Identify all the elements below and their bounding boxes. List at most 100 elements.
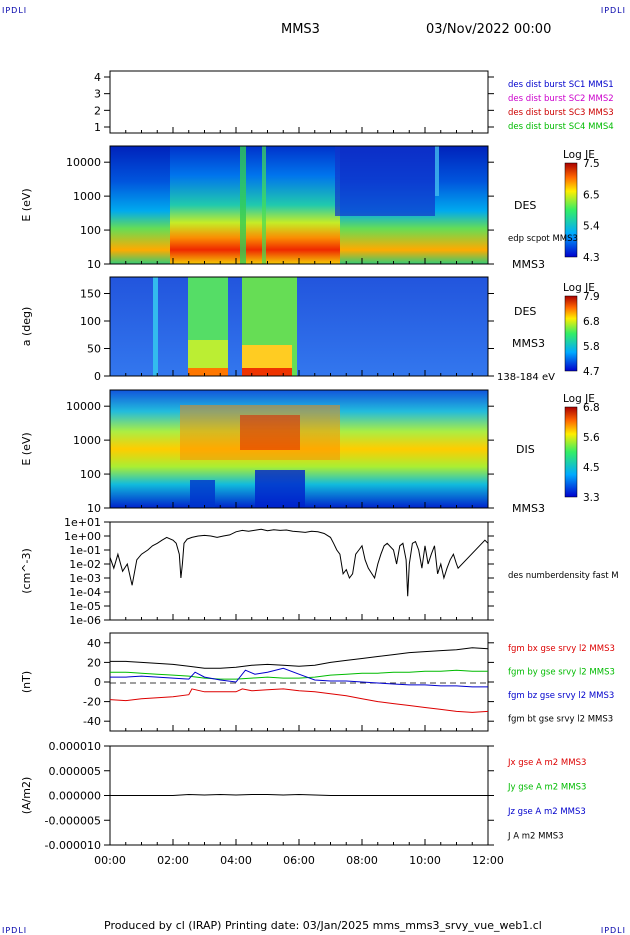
y-tick-label: 100	[80, 315, 101, 328]
colorbar-tick-label: 4.7	[583, 366, 600, 378]
des-energy-spectrogram	[110, 146, 488, 264]
x-tick-label: 10:00	[409, 854, 441, 867]
colorbar-tick-label: 6.5	[583, 189, 600, 201]
series-line	[110, 667, 488, 688]
burst-panel-frame	[109, 70, 489, 134]
y-tick-label: 40	[87, 637, 101, 650]
fgm-legend-entry: fgm bt gse srvy l2 MMS3	[508, 715, 613, 725]
x-tick-label: 08:00	[346, 854, 378, 867]
side-label-des: DES	[514, 199, 536, 212]
scpot-label: edp scpot MMS3	[508, 234, 578, 244]
colorbar-tick-label: 6.8	[583, 316, 600, 328]
y-tick-label: -40	[83, 715, 101, 728]
fgm-panel-frame	[109, 632, 489, 732]
colorbar-des-energy	[564, 162, 578, 258]
colorbar-tick-label: 5.8	[583, 341, 600, 353]
current-legend-entry: Jy gse A m2 MMS3	[507, 783, 586, 793]
des-pitch-spectrogram	[110, 277, 488, 376]
colorbar-dis	[564, 406, 578, 498]
density-panel-frame	[109, 521, 489, 621]
y-tick-label: 1e-01	[69, 544, 101, 557]
side-label-mms3-dis: MMS3	[512, 502, 545, 515]
y-tick-label: 0	[94, 676, 101, 689]
y-tick-label: 1e+01	[64, 516, 101, 529]
colorbar-des-pitch	[564, 295, 578, 372]
density-legend-entry: des numberdensity fast M	[508, 571, 619, 581]
y-axis-label: E (eV)	[20, 432, 33, 465]
y-tick-label: 1000	[73, 434, 101, 447]
y-tick-label: 2	[94, 104, 101, 117]
side-label-mms3: MMS3	[512, 258, 545, 271]
burst-legend-entry: des dist burst SC3 MMS3	[508, 108, 614, 118]
y-tick-label: 100	[80, 224, 101, 237]
y-tick-label: -0.000010	[45, 839, 101, 852]
corner-label-bottom-right: IPDLI	[600, 926, 626, 935]
y-tick-label: 1e-04	[69, 586, 101, 599]
y-tick-label: 1e-02	[69, 558, 101, 571]
series-line	[110, 793, 488, 796]
y-tick-label: -20	[83, 696, 101, 709]
colorbar-tick-label: 7.5	[583, 158, 600, 170]
burst-legend-entry: des dist burst SC2 MMS2	[508, 94, 614, 104]
y-tick-label: 0.000000	[49, 790, 102, 803]
series-line	[110, 669, 488, 680]
colorbar-tick-label: 7.9	[583, 291, 600, 303]
x-tick-label: 02:00	[157, 854, 189, 867]
y-tick-label: 50	[87, 343, 101, 356]
y-axis-label: E (eV)	[20, 188, 33, 221]
y-tick-label: 1000	[73, 190, 101, 203]
y-tick-label: 0.000005	[49, 765, 102, 778]
y-tick-label: -0.000005	[45, 814, 101, 827]
y-tick-label: 20	[87, 656, 101, 669]
colorbar-tick-label: 5.6	[583, 432, 600, 444]
footer-text: Produced by cl (IRAP) Printing date: 03/…	[104, 919, 542, 932]
spacecraft-title: MMS3	[281, 22, 320, 37]
y-tick-label: 1e+00	[64, 530, 101, 543]
side-label-mms3-pitch: MMS3	[512, 337, 545, 350]
y-tick-label: 0	[94, 370, 101, 383]
corner-label-top-right: IPDLI	[600, 6, 626, 15]
colorbar-tick-label: 3.3	[583, 492, 600, 504]
burst-legend-entry: des dist burst SC1 MMS1	[508, 80, 614, 90]
series-line	[110, 647, 489, 669]
y-tick-label: 150	[80, 288, 101, 301]
y-tick-label: 10000	[66, 400, 101, 413]
series-line	[109, 688, 489, 713]
corner-label-top-left: IPDLI	[2, 6, 28, 15]
y-tick-label: 1e-06	[69, 614, 101, 627]
y-tick-label: 1	[94, 121, 101, 134]
y-tick-label: 1e-05	[69, 600, 101, 613]
y-axis-label: (cm^-3)	[20, 548, 33, 594]
colorbar-title: Log JE	[563, 149, 595, 161]
colorbar-tick-label: 5.4	[583, 221, 600, 233]
y-tick-label: 10	[87, 258, 101, 271]
current-legend-entry: Jx gse A m2 MMS3	[507, 758, 586, 768]
colorbar-tick-label: 4.5	[583, 462, 600, 474]
colorbar-title: Log JE	[563, 393, 595, 405]
y-tick-label: 1e-03	[69, 572, 101, 585]
y-tick-label: 3	[94, 88, 101, 101]
current-legend-entry: J A m2 MMS3	[507, 832, 564, 842]
y-tick-label: 0.000010	[49, 740, 102, 753]
dis-energy-spectrogram	[110, 390, 488, 508]
y-axis-label: (nT)	[20, 671, 33, 693]
energy-range-label: 138-184 eV	[497, 372, 555, 383]
x-tick-label: 00:00	[94, 854, 126, 867]
fgm-legend-entry: fgm bz gse srvy l2 MMS3	[508, 691, 614, 701]
fgm-legend-entry: fgm by gse srvy l2 MMS3	[508, 668, 615, 678]
series-line	[109, 528, 489, 597]
x-tick-label: 04:00	[220, 854, 252, 867]
y-axis-label: (A/m2)	[20, 777, 33, 815]
colorbar-tick-label: 4.3	[583, 252, 600, 264]
corner-label-bottom-left: IPDLI	[2, 926, 28, 935]
y-tick-label: 10000	[66, 156, 101, 169]
y-tick-label: 100	[80, 468, 101, 481]
side-label-dis: DIS	[516, 443, 535, 456]
current-legend-entry: Jz gse A m2 MMS3	[507, 807, 586, 817]
x-tick-label: 06:00	[283, 854, 315, 867]
y-tick-label: 10	[87, 502, 101, 515]
burst-legend-entry: des dist burst SC4 MMS4	[508, 122, 614, 132]
colorbar-title: Log JE	[563, 282, 595, 294]
colorbar-tick-label: 6.8	[583, 402, 600, 414]
